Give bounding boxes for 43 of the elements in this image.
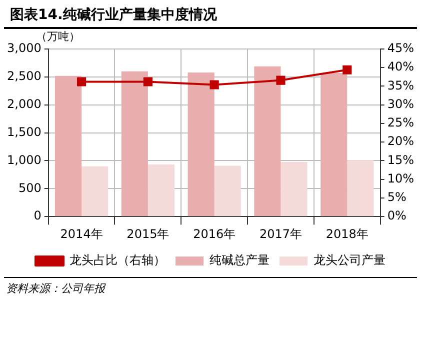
y2-tick-label: 30% bbox=[387, 96, 414, 111]
y2-tick-label: 20% bbox=[387, 134, 414, 148]
y2-tick-label: 5% bbox=[387, 190, 406, 204]
bar bbox=[320, 73, 348, 216]
legend-label: 龙头公司产量 bbox=[314, 253, 386, 268]
y2-tick-label: 40% bbox=[387, 60, 414, 74]
legend-label: 纯碱总产量 bbox=[210, 253, 270, 268]
bar bbox=[188, 72, 214, 216]
text: 资料来源：公司年报 bbox=[4, 277, 417, 299]
x-tick-label: 2015年 bbox=[126, 226, 170, 241]
y-tick-label: 2,500 bbox=[6, 69, 42, 84]
y-axis-title: （万吨） bbox=[36, 29, 80, 43]
x-tick-label: 2016年 bbox=[193, 226, 236, 241]
y-tick-label: 2,000 bbox=[6, 96, 42, 111]
x-tick-label: 2014年 bbox=[60, 226, 103, 241]
point bbox=[342, 65, 352, 74]
x-tick-label: 2018年 bbox=[326, 226, 368, 241]
legend-label: 龙头占比（右轴） bbox=[70, 253, 166, 268]
bar bbox=[280, 162, 308, 216]
y2-tick-label: 45% bbox=[387, 41, 414, 56]
y-tick-label: 500 bbox=[18, 180, 42, 195]
y-tick-label: 1,000 bbox=[6, 152, 42, 167]
chart-title: 图表14.纯碱行业产量集中度情况 bbox=[4, 0, 417, 29]
point bbox=[276, 76, 286, 85]
x-tick-label: 2017年 bbox=[259, 226, 302, 241]
bar bbox=[148, 164, 175, 216]
y-tick-label: 3,000 bbox=[6, 41, 42, 56]
point bbox=[143, 77, 152, 86]
y-tick-label: 0 bbox=[34, 208, 42, 223]
bar bbox=[54, 76, 82, 216]
y2-tick-label: 15% bbox=[387, 152, 414, 167]
bar bbox=[121, 71, 148, 216]
y-tick-label: 1,500 bbox=[6, 124, 42, 139]
bar bbox=[254, 66, 281, 216]
bar bbox=[214, 166, 241, 216]
point bbox=[210, 80, 219, 90]
y2-tick-label: 25% bbox=[387, 116, 414, 130]
bar bbox=[347, 160, 374, 216]
y2-tick-label: 35% bbox=[387, 78, 414, 92]
point bbox=[77, 77, 86, 86]
bar bbox=[82, 166, 108, 216]
y2-tick-label: 0% bbox=[387, 208, 406, 223]
y2-tick-label: 10% bbox=[387, 171, 414, 186]
